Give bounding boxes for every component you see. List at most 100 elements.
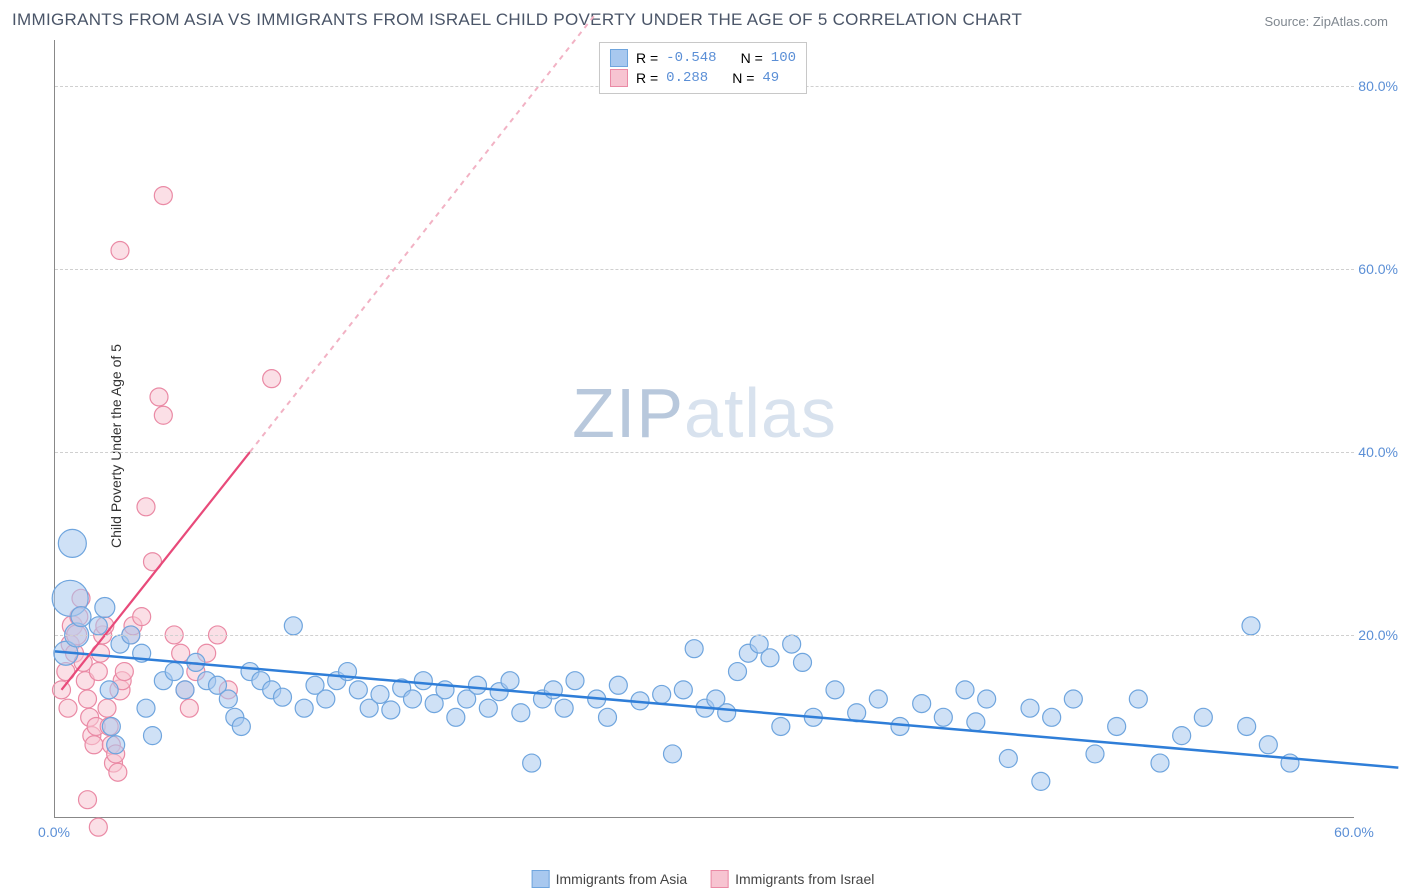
y-tick-label: 40.0% — [1358, 444, 1398, 460]
scatter-point — [674, 681, 692, 699]
scatter-point — [761, 649, 779, 667]
x-tick-label: 60.0% — [1334, 824, 1374, 840]
scatter-point — [133, 608, 151, 626]
stats-row-israel: R = 0.288 N = 49 — [610, 69, 796, 87]
scatter-point — [349, 681, 367, 699]
scatter-point — [71, 607, 91, 627]
scatter-point — [729, 663, 747, 681]
scatter-point — [447, 708, 465, 726]
scatter-point — [501, 672, 519, 690]
stat-r-value: -0.548 — [666, 50, 716, 66]
scatter-point — [869, 690, 887, 708]
scatter-point — [1194, 708, 1212, 726]
scatter-point — [232, 717, 250, 735]
stat-r-value: 0.288 — [666, 70, 708, 86]
scatter-point — [144, 727, 162, 745]
scatter-point — [555, 699, 573, 717]
trend-line-asia — [55, 651, 1398, 767]
scatter-point — [295, 699, 313, 717]
legend: Immigrants from Asia Immigrants from Isr… — [532, 870, 875, 888]
scatter-point — [219, 690, 237, 708]
scatter-point — [263, 370, 281, 388]
scatter-point — [1242, 617, 1260, 635]
scatter-point — [85, 736, 103, 754]
y-tick-label: 60.0% — [1358, 261, 1398, 277]
scatter-point — [109, 763, 127, 781]
scatter-point — [165, 663, 183, 681]
scatter-point — [1259, 736, 1277, 754]
legend-label: Immigrants from Israel — [735, 871, 874, 887]
scatter-point — [1151, 754, 1169, 772]
scatter-point — [1108, 717, 1126, 735]
scatter-point — [664, 745, 682, 763]
scatter-point — [274, 688, 292, 706]
scatter-point — [382, 701, 400, 719]
scatter-point — [1032, 772, 1050, 790]
stat-n-value: 100 — [771, 50, 796, 66]
scatter-point — [1064, 690, 1082, 708]
scatter-point — [999, 750, 1017, 768]
scatter-point — [685, 640, 703, 658]
y-tick-label: 80.0% — [1358, 78, 1398, 94]
chart-plot-area: ZIPatlas — [54, 40, 1354, 818]
x-tick-label: 0.0% — [38, 824, 70, 840]
scatter-point — [967, 713, 985, 731]
scatter-point — [566, 672, 584, 690]
scatter-point — [79, 690, 97, 708]
chart-title: IMMIGRANTS FROM ASIA VS IMMIGRANTS FROM … — [12, 10, 1022, 30]
scatter-point — [1043, 708, 1061, 726]
legend-item-israel: Immigrants from Israel — [711, 870, 874, 888]
scatter-point — [115, 663, 133, 681]
stats-row-asia: R = -0.548 N = 100 — [610, 49, 796, 67]
scatter-point — [79, 791, 97, 809]
swatch-asia — [532, 870, 550, 888]
scatter-point — [154, 406, 172, 424]
scatter-point — [371, 685, 389, 703]
scatter-point — [1021, 699, 1039, 717]
scatter-point — [95, 597, 115, 617]
scatter-point — [176, 681, 194, 699]
scatter-point — [111, 242, 129, 260]
scatter-point — [653, 685, 671, 703]
legend-item-asia: Immigrants from Asia — [532, 870, 687, 888]
scatter-point — [479, 699, 497, 717]
scatter-point — [102, 717, 120, 735]
source-attribution: Source: ZipAtlas.com — [1264, 14, 1388, 29]
stat-r-label: R = — [636, 50, 658, 66]
scatter-point — [59, 699, 77, 717]
legend-label: Immigrants from Asia — [556, 871, 687, 887]
scatter-point — [523, 754, 541, 772]
scatter-svg — [55, 40, 1354, 817]
scatter-point — [913, 695, 931, 713]
scatter-point — [718, 704, 736, 722]
scatter-point — [89, 617, 107, 635]
scatter-point — [609, 676, 627, 694]
scatter-point — [284, 617, 302, 635]
stat-n-value: 49 — [762, 70, 779, 86]
stat-n-label: N = — [732, 70, 754, 86]
scatter-point — [891, 717, 909, 735]
scatter-point — [137, 498, 155, 516]
scatter-point — [98, 699, 116, 717]
scatter-point — [89, 818, 107, 836]
scatter-point — [978, 690, 996, 708]
swatch-asia — [610, 49, 628, 67]
scatter-point — [1173, 727, 1191, 745]
correlation-stats-box: R = -0.548 N = 100 R = 0.288 N = 49 — [599, 42, 807, 94]
scatter-point — [89, 663, 107, 681]
scatter-point — [100, 681, 118, 699]
trend-line-israel — [62, 452, 251, 690]
scatter-point — [150, 388, 168, 406]
swatch-israel — [711, 870, 729, 888]
scatter-point — [956, 681, 974, 699]
trend-line-israel-extrapolated — [250, 13, 597, 452]
scatter-point — [1129, 690, 1147, 708]
scatter-point — [107, 736, 125, 754]
swatch-israel — [610, 69, 628, 87]
scatter-point — [772, 717, 790, 735]
scatter-point — [180, 699, 198, 717]
scatter-point — [317, 690, 335, 708]
stat-n-label: N = — [741, 50, 763, 66]
scatter-point — [154, 187, 172, 205]
scatter-point — [783, 635, 801, 653]
